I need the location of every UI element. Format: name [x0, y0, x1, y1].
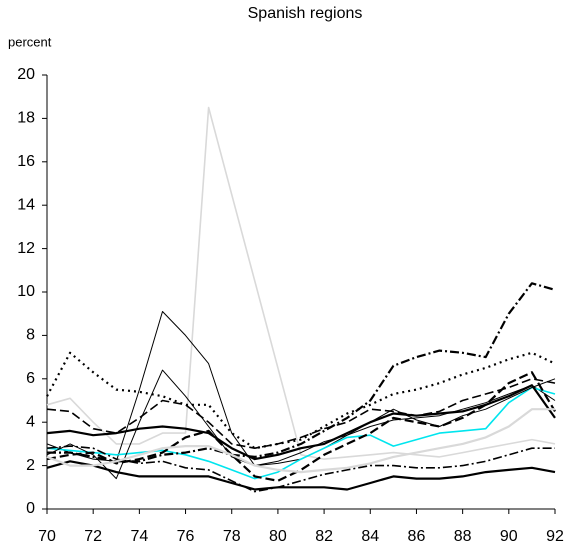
y-axis-label: percent [8, 34, 52, 49]
y-tick-label: 18 [17, 110, 35, 127]
y-tick-label: 4 [26, 413, 35, 430]
series-line [46, 445, 555, 493]
y-tick-label: 10 [17, 283, 35, 300]
x-tick-label: 92 [546, 528, 564, 545]
series-line [46, 311, 556, 467]
chart-title: Spanish regions [248, 5, 363, 22]
series-line [46, 371, 556, 482]
series-line [46, 106, 556, 460]
y-tick-label: 6 [26, 370, 35, 387]
x-tick-label: 72 [84, 528, 102, 545]
series-line [47, 282, 556, 463]
x-tick-label: 90 [500, 528, 518, 545]
x-tick-label: 76 [177, 528, 195, 545]
series-line [46, 460, 556, 491]
y-tick-label: 16 [17, 153, 35, 170]
y-tick-label: 20 [17, 66, 35, 83]
y-tick-label: 8 [26, 327, 35, 344]
series-line [46, 386, 556, 480]
x-tick-label: 80 [269, 528, 287, 545]
y-tick-label: 0 [26, 500, 35, 517]
x-tick-label: 84 [361, 528, 379, 545]
x-tick-label: 74 [130, 528, 148, 545]
series-line [46, 384, 556, 461]
y-tick-label: 14 [17, 196, 35, 213]
x-tick-label: 70 [38, 528, 56, 545]
x-tick-label: 82 [315, 528, 333, 545]
y-tick-label: 2 [26, 457, 35, 474]
y-tick-label: 12 [17, 240, 35, 257]
x-tick-label: 86 [408, 528, 426, 545]
series-line [46, 351, 556, 450]
x-tick-label: 88 [454, 528, 472, 545]
series-line [46, 378, 556, 449]
series-line [46, 369, 556, 480]
series-line [46, 408, 555, 474]
x-tick-label: 78 [223, 528, 241, 545]
